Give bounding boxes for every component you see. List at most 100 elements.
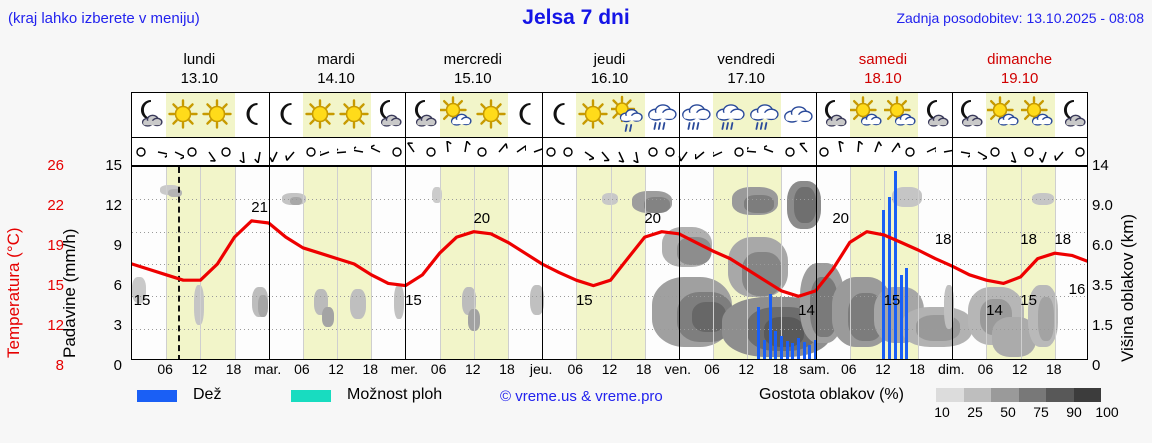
day-separator <box>268 167 270 359</box>
x-axis-tick-labels: 06 12 18 mar. 06 12 18 mer. 06 12 18 jeu. 06 12 18 ven.… <box>131 361 1088 381</box>
day-date: 13.10 <box>180 70 219 87</box>
cloud-density-blob <box>692 302 726 332</box>
showers-legend-label: Možnost ploh <box>347 386 443 403</box>
moon-cloud-icon <box>918 94 952 136</box>
day-header-mardi: mardi 14.10 <box>268 50 405 88</box>
wind-barb-icon <box>422 141 440 163</box>
day-separator <box>268 93 270 137</box>
wind-barb-icon <box>149 141 167 163</box>
wind-barb-icon <box>439 141 457 163</box>
cloud-density-blob <box>644 197 670 213</box>
rain-legend-swatch <box>137 390 177 402</box>
wind-barb-icon <box>251 141 269 163</box>
chart-legend: Dež Možnost ploh © vreme.us & vreme.pro … <box>131 386 1141 430</box>
sun-icon <box>337 94 371 136</box>
wind-barb-icon <box>183 141 201 163</box>
temperature-value-label: 21 <box>251 198 268 216</box>
day-name: dimanche <box>987 51 1053 68</box>
vertical-gridline <box>781 167 782 359</box>
moon-cloud-icon <box>952 94 986 136</box>
day-name: jeudi <box>593 51 626 68</box>
wind-barb-icon <box>336 141 355 163</box>
precipitation-bar <box>899 274 903 359</box>
weather-icon-strip <box>131 92 1088 137</box>
day-name: mardi <box>317 51 355 68</box>
wind-barb-icon <box>302 141 320 163</box>
wind-barb-icon <box>132 141 150 163</box>
precipitation-tick-0: 15 <box>105 157 122 174</box>
x-tick-12: 12 <box>191 361 208 377</box>
cloud-density-swatch <box>1018 388 1046 402</box>
temperature-value-label: 14 <box>986 302 1003 320</box>
day-separator <box>815 138 817 165</box>
wind-barb-icon <box>285 141 303 163</box>
wind-barb-icon <box>678 141 696 163</box>
vertical-gridline <box>1021 167 1022 359</box>
x-tick-12: 12 <box>875 361 891 377</box>
temperature-value-label: 20 <box>473 209 491 227</box>
wind-barb-icon <box>508 141 526 163</box>
cloud-density-blob <box>258 295 268 317</box>
moon-icon <box>542 94 576 136</box>
wind-barb-icon <box>370 141 389 163</box>
wind-barb-icon <box>730 141 748 163</box>
day-separator <box>405 138 407 165</box>
day-name: mercredi <box>443 51 502 68</box>
day-date: 17.10 <box>727 70 765 87</box>
cloud-density-scale-label: 100 <box>1095 404 1119 420</box>
moon-icon <box>235 94 269 136</box>
copyright-label[interactable]: © vreme.us & vreme.pro <box>500 388 663 405</box>
sun-icon <box>474 94 508 136</box>
wind-barb-icon <box>217 141 235 163</box>
weather-chart-plot[interactable]: 15 21 15 20 15 20 14 20 15 18 14 18 15 18 16 <box>131 166 1088 360</box>
cloud-density-blob <box>432 187 442 203</box>
temperature-axis-ticks: 26 22 19 15 12 8 <box>20 157 64 374</box>
wind-barb-icon <box>1037 141 1055 163</box>
cloud-height-tick-2: 6.0 <box>1092 237 1113 254</box>
cloud-density-blob <box>1038 297 1054 341</box>
x-tick-sam.: sam. <box>799 361 830 377</box>
cloud-density-scale-label: 90 <box>1066 404 1082 420</box>
precipitation-bar <box>905 268 909 359</box>
vertical-gridline <box>303 167 304 359</box>
cloud-density-colorbar <box>936 388 1101 402</box>
vertical-gridline <box>440 167 441 359</box>
x-tick-jeu.: jeu. <box>529 361 553 377</box>
cloud-density-scale-label: 50 <box>1000 404 1016 420</box>
day-header-dimanche: dimanche 19.10 <box>951 50 1088 88</box>
x-tick-12: 12 <box>328 361 344 377</box>
cloud-height-tick-1: 9.0 <box>1092 197 1113 214</box>
cloud-height-tick-4: 1.5 <box>1092 317 1113 334</box>
temperature-value-label: 15 <box>575 291 593 309</box>
wind-barb-icon <box>1020 141 1038 163</box>
wind-barb-icon <box>644 141 662 163</box>
day-separator <box>952 167 954 359</box>
precipitation-tick-3: 6 <box>113 277 122 294</box>
temperature-value-label: 16 <box>1068 280 1086 298</box>
wind-barb-icon <box>610 141 628 163</box>
vertical-gridline <box>200 167 201 359</box>
x-tick-18: 18 <box>499 361 515 377</box>
vertical-gridline <box>337 167 338 359</box>
wind-barb-icon <box>473 141 491 163</box>
x-tick-06: 06 <box>294 361 310 377</box>
day-separator <box>815 93 817 137</box>
horizontal-gridline <box>132 329 1087 330</box>
cloud-rain-icon <box>713 94 747 136</box>
cloud-density-blob <box>168 189 182 197</box>
wind-barb-icon <box>763 141 782 163</box>
x-tick-12: 12 <box>738 361 754 377</box>
cloud-density-blob <box>892 187 922 207</box>
current-time-marker <box>177 167 180 359</box>
x-tick-12: 12 <box>601 361 618 377</box>
moon-icon <box>269 94 303 136</box>
temperature-tick-2: 19 <box>47 237 64 254</box>
last-update-label: Zadnja posodobitev: 13.10.2025 - 08:08 <box>896 10 1144 26</box>
cloud-icon <box>781 94 815 136</box>
x-tick-18: 18 <box>1046 361 1062 377</box>
cloud-height-tick-0: 14 <box>1092 157 1109 174</box>
cloud-density-blob <box>194 285 204 325</box>
day-separator <box>952 93 954 137</box>
cloud-density-swatch <box>963 388 991 402</box>
x-tick-06: 06 <box>157 361 173 377</box>
